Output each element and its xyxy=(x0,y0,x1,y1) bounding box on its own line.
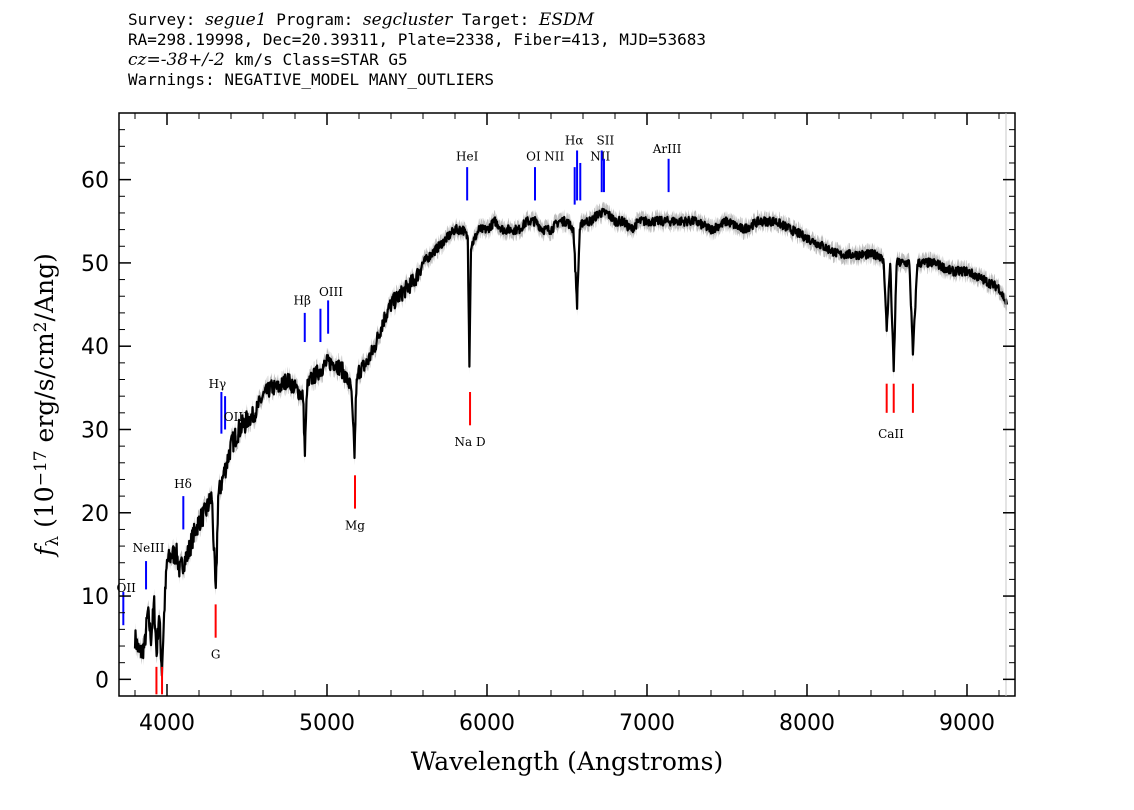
absorption-line-label: Na D xyxy=(454,435,485,449)
header-text-part: Program: xyxy=(266,10,363,29)
y-tick-label: 60 xyxy=(81,169,109,194)
header-text-part: km/s Class=STAR G5 xyxy=(224,50,408,69)
flux-line xyxy=(133,207,1009,677)
emission-line-label: OI xyxy=(526,149,541,163)
emission-line-label: NII xyxy=(544,149,564,163)
header-text-part: ESDM xyxy=(538,10,595,30)
header-text-part: Survey: xyxy=(128,10,206,29)
axes: 4000 5000 6000 7000 8000 9000 0 10 20 30 40 50 60 xyxy=(81,112,1016,736)
header-text-part: segcluster xyxy=(362,10,453,30)
x-tick-label: 8000 xyxy=(779,711,835,736)
plot-frame xyxy=(118,112,1016,697)
x-tick-label: 5000 xyxy=(299,711,355,736)
emission-line-label: NeIII xyxy=(133,541,165,555)
header-line-coordinates: RA=298.19998, Dec=20.39311, Plate=2338, … xyxy=(128,30,706,49)
y-tick-label: 10 xyxy=(81,585,109,610)
absorption-line-label: G xyxy=(211,648,221,662)
emission-line-label: OII xyxy=(117,581,137,595)
x-tick-label: 7000 xyxy=(619,711,675,736)
flux-series xyxy=(133,207,1009,677)
y-tick-label: 40 xyxy=(81,335,109,360)
header-line-redshift-class: cz=-38+/-2 km/s Class=STAR G5 xyxy=(128,50,1028,70)
y-axis-title: fλ (10−17 erg/s/cm2/Ang) xyxy=(30,253,63,558)
x-tick-label: 9000 xyxy=(939,711,995,736)
emission-line-label: Hα xyxy=(565,134,584,148)
emission-line-label: Hγ xyxy=(209,377,227,391)
x-tick-label: 6000 xyxy=(459,711,515,736)
emission-line-label: OIII xyxy=(319,285,343,299)
spectrum-header: Survey: segue1 Program: segcluster Targe… xyxy=(128,10,1028,90)
header-line-survey: Survey: segue1 Program: segcluster Targe… xyxy=(128,10,1028,30)
y-axis-title-part: erg/s/cm xyxy=(30,332,59,450)
error-band xyxy=(135,201,1007,684)
x-axis-title: Wavelength (Angstroms) xyxy=(411,747,723,776)
emission-line-label: Hδ xyxy=(174,477,192,491)
emission-line-label: HeI xyxy=(456,149,479,163)
emission-line-label: OIII xyxy=(224,410,248,424)
y-axis-title-part: λ xyxy=(43,536,63,547)
header-text-part: cz=-38+/-2 xyxy=(128,50,225,70)
y-axis-title-part: f xyxy=(30,543,59,558)
header-line-warnings: Warnings: NEGATIVE_MODEL MANY_OUTLIERS xyxy=(128,70,495,89)
error-band-area xyxy=(135,201,1007,684)
y-tick-label: 30 xyxy=(81,418,109,443)
x-tick-label: 4000 xyxy=(139,711,195,736)
y-axis-title-part: (10 xyxy=(30,486,59,536)
emission-line-label: NII xyxy=(590,149,610,163)
y-tick-label: 0 xyxy=(95,668,109,693)
header-text-part: segue1 xyxy=(205,10,267,30)
y-axis-title-part: −17 xyxy=(31,450,51,486)
y-axis-title-part: 2 xyxy=(31,321,51,332)
absorption-line-label: Mg xyxy=(345,518,365,532)
emission-line-label: SII xyxy=(597,134,615,148)
y-tick-label: 50 xyxy=(81,252,109,277)
axis-titles: Wavelength (Angstroms) fλ (10−17 erg/s/cm… xyxy=(30,253,723,776)
absorption-line-label: CaII xyxy=(878,427,904,441)
y-axis-title-part: /Ang) xyxy=(30,253,59,321)
emission-line-label: ArIII xyxy=(652,142,682,156)
header-text-part: Target: xyxy=(452,10,539,29)
emission-line-label: Hβ xyxy=(293,294,310,308)
y-tick-label: 20 xyxy=(81,502,109,527)
